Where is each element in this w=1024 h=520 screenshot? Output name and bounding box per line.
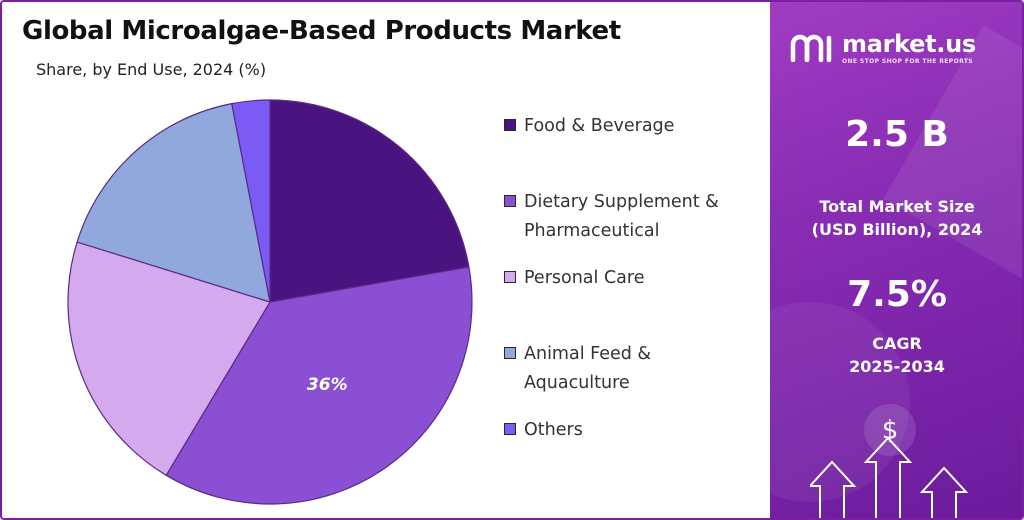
legend-label: Animal Feed & Aquaculture [524, 344, 652, 393]
chart-subtitle: Share, by End Use, 2024 (%) [36, 60, 267, 79]
market-us-logo-icon [790, 34, 832, 62]
legend-item-personal-care: Personal Care [504, 264, 644, 293]
brand-tagline: ONE STOP SHOP FOR THE REPORTS [842, 58, 974, 65]
brand-name: market.us [842, 30, 976, 58]
market-size-label: Total Market Size (USD Billion), 2024 [811, 197, 983, 239]
cagr-label: CAGR 2025-2034 [849, 334, 945, 376]
pie-slice-others [231, 99, 271, 303]
legend-item-animal-feed: Animal Feed & Aquaculture [504, 340, 651, 398]
svg-text:$: $ [882, 416, 899, 446]
pie-slice-dietary-supplement-pharmaceutical [165, 266, 473, 505]
legend-item-dietary-supplement: Dietary Supplement & Pharmaceutical [504, 188, 719, 246]
legend-swatch [504, 423, 516, 435]
pie-data-label: 36% [307, 375, 348, 395]
legend-swatch [504, 271, 516, 283]
pie-slice-food-beverage [269, 99, 470, 303]
growth-arrows-icon [810, 436, 969, 518]
legend-label: Dietary Supplement & Pharmaceutical [524, 192, 719, 241]
stats-panel: market.us ONE STOP SHOP FOR THE REPORTS … [770, 2, 1022, 518]
cagr-value: 7.5% [847, 274, 947, 315]
legend-label: Personal Care [524, 268, 645, 288]
chart-title: Global Microalgae-Based Products Market [22, 16, 621, 46]
legend-label: Others [524, 420, 583, 440]
chart-panel: Global Microalgae-Based Products Market … [2, 2, 768, 518]
legend-swatch [504, 119, 516, 131]
market-size-value: 2.5 B [845, 114, 949, 155]
pie-slice-personal-care [67, 241, 271, 477]
legend-label: Food & Beverage [524, 116, 675, 136]
legend-item-food-beverage: Food & Beverage [504, 112, 674, 141]
pie-chart: 36% [67, 99, 473, 505]
brand: market.us ONE STOP SHOP FOR THE REPORTS [790, 28, 1020, 72]
legend-swatch [504, 347, 516, 359]
pie-slice-animal-feed-aquaculture [76, 102, 271, 303]
legend-item-others: Others [504, 416, 583, 445]
dollar-icon: $ [864, 404, 916, 456]
legend-swatch [504, 195, 516, 207]
